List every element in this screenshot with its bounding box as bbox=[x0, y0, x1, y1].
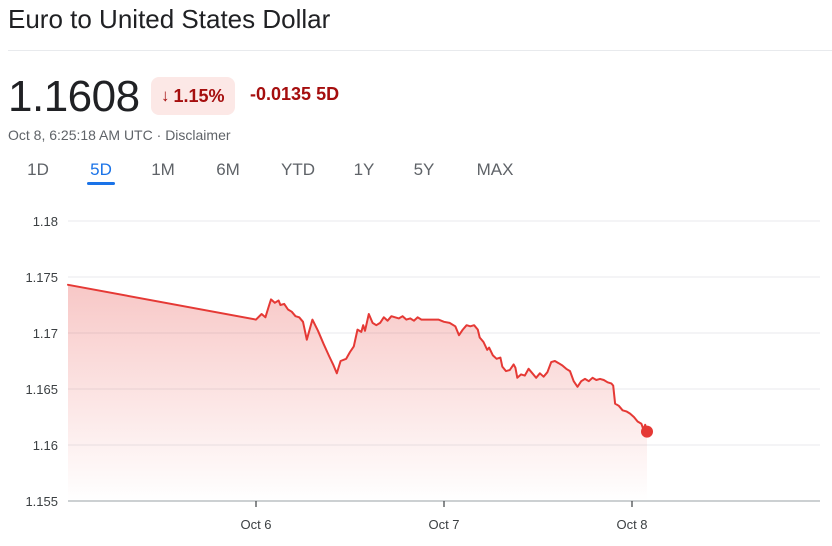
absolute-change-value: -0.0135 bbox=[250, 84, 312, 104]
tab-max[interactable]: MAX bbox=[476, 160, 514, 179]
header-divider bbox=[8, 50, 832, 51]
current-price: 1.1608 bbox=[8, 72, 140, 121]
x-tick-label: Oct 8 bbox=[616, 517, 647, 532]
meta-separator: · bbox=[156, 127, 162, 143]
tab-ytd[interactable]: YTD bbox=[281, 160, 315, 179]
tab-6m[interactable]: 6M bbox=[216, 160, 240, 179]
price-line bbox=[67, 283, 648, 433]
y-tick-label: 1.175 bbox=[25, 270, 58, 285]
disclaimer-link[interactable]: Disclaimer bbox=[165, 127, 231, 143]
y-tick-label: 1.18 bbox=[33, 214, 58, 229]
percent-change-badge: ↓ 1.15% bbox=[151, 77, 235, 115]
tab-5y[interactable]: 5Y bbox=[413, 160, 435, 179]
page-title: Euro to United States Dollar bbox=[8, 4, 331, 34]
tab-5d[interactable]: 5D bbox=[90, 160, 112, 179]
arrow-down-icon: ↓ bbox=[161, 86, 170, 105]
current-price-marker bbox=[641, 425, 653, 438]
timestamp-line: Oct 8, 6:25:18 AM UTC · Disclaimer bbox=[8, 127, 231, 143]
x-tick-label: Oct 7 bbox=[428, 517, 459, 532]
active-tab-underline bbox=[87, 182, 115, 185]
y-tick-label: 1.165 bbox=[25, 382, 58, 397]
tab-1m[interactable]: 1M bbox=[151, 160, 175, 179]
percent-change-value: 1.15% bbox=[173, 85, 225, 106]
y-tick-label: 1.155 bbox=[25, 494, 58, 509]
tab-1y[interactable]: 1Y bbox=[353, 160, 375, 179]
timestamp: Oct 8, 6:25:18 AM UTC bbox=[8, 127, 153, 143]
absolute-change: -0.0135 5D bbox=[250, 84, 339, 105]
y-tick-label: 1.16 bbox=[33, 438, 58, 453]
x-tick-label: Oct 6 bbox=[240, 517, 271, 532]
tab-1d[interactable]: 1D bbox=[27, 160, 49, 179]
y-tick-label: 1.17 bbox=[33, 326, 58, 341]
change-period: 5D bbox=[316, 84, 340, 104]
price-area bbox=[68, 284, 647, 501]
